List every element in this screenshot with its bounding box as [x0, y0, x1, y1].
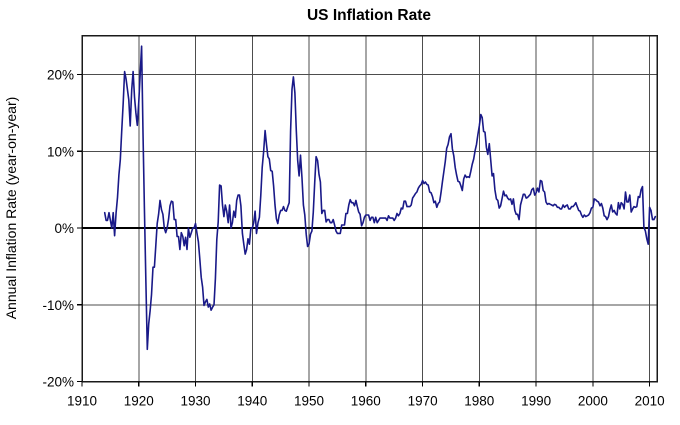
x-tick-label: 1960	[351, 394, 381, 409]
y-axis-title: Annual Inflation Rate (year-on-year)	[3, 97, 19, 320]
y-tick-label: 10%	[47, 144, 74, 159]
x-tick-label: 1940	[237, 394, 267, 409]
x-tick-label: 1920	[124, 394, 154, 409]
x-tick-label: 2000	[578, 394, 608, 409]
x-tick-label: 2010	[635, 394, 665, 409]
x-tick-label: 1970	[408, 394, 438, 409]
y-tick-label: -20%	[42, 375, 74, 390]
y-tick-label: 0%	[54, 221, 74, 236]
inflation-line	[103, 45, 657, 351]
x-tick-label: 1910	[67, 394, 97, 409]
y-tick-label: -10%	[42, 298, 74, 313]
plot-generated-layers: 1910 1920 1930 1940 1950 1960 1970 1980 1990 2000…	[42, 34, 665, 409]
x-tick-label: 1980	[464, 394, 494, 409]
chart-title: US Inflation Rate	[307, 7, 431, 24]
plot-border	[81, 34, 658, 383]
y-tick-label: 20%	[47, 68, 74, 83]
x-tick-label: 1950	[294, 394, 324, 409]
x-tick-label: 1930	[180, 394, 210, 409]
x-tick-label: 1990	[521, 394, 551, 409]
